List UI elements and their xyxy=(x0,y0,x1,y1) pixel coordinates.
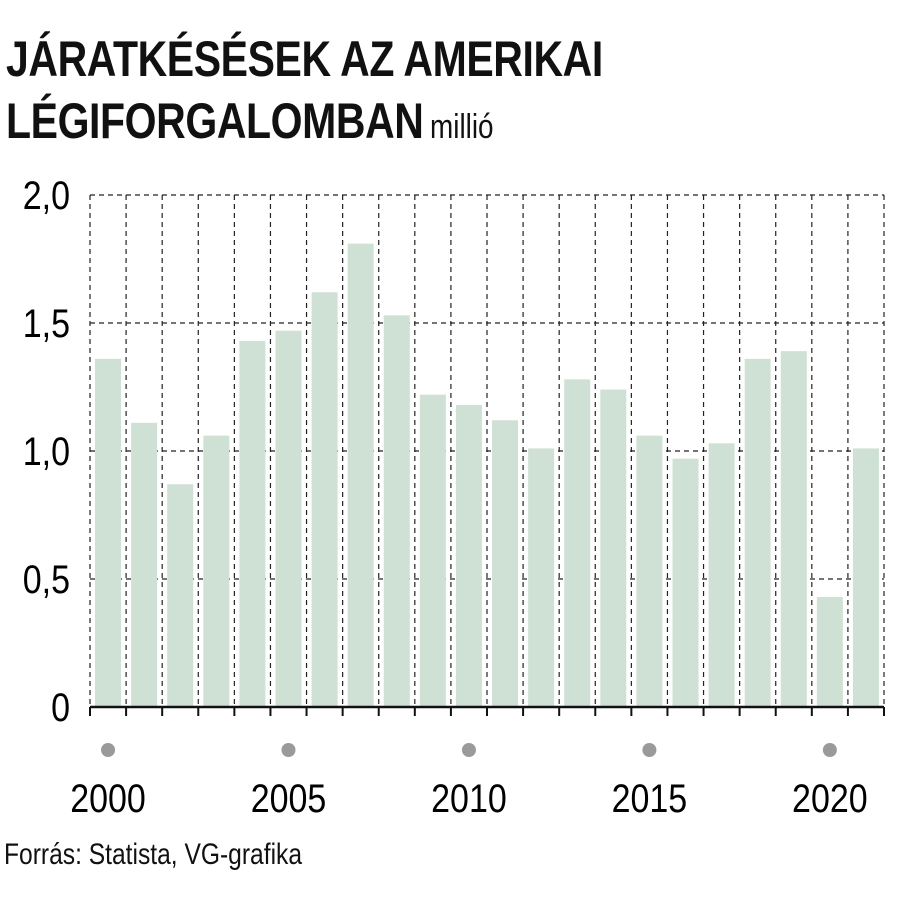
bar-2012 xyxy=(528,448,555,707)
bar-2004 xyxy=(239,340,266,707)
year-marker-2000 xyxy=(101,743,116,757)
title-line-2: LÉGIFORGALOMBAN millió xyxy=(6,90,736,158)
y-tick-label: 0 xyxy=(51,684,70,729)
y-tick-label: 2,0 xyxy=(23,172,70,217)
source-note: Forrás: Statista, VG-grafika xyxy=(4,838,303,871)
x-tick-labels: 2000 2005 2010 2015 2020 xyxy=(70,743,868,821)
bar-2005 xyxy=(275,330,302,707)
bar-2009 xyxy=(419,394,446,707)
bar-2006 xyxy=(311,292,338,707)
bars xyxy=(95,243,879,707)
bar-2000 xyxy=(95,358,122,707)
x-tick-label: 2015 xyxy=(612,775,688,820)
y-tick-label: 1,5 xyxy=(23,300,70,345)
chart-title: JÁRATKÉSÉSEK AZ AMERIKAI LÉGIFORGALOMBAN… xyxy=(6,28,896,158)
bar-2008 xyxy=(383,315,410,707)
year-marker-2005 xyxy=(281,743,296,757)
bar-2013 xyxy=(564,379,591,707)
bar-2019 xyxy=(780,351,807,707)
y-tick-labels: 0 0,5 1,0 1,5 2,0 xyxy=(23,172,70,729)
bar-2018 xyxy=(744,358,771,707)
x-tick-label: 2020 xyxy=(792,775,868,820)
bar-2011 xyxy=(492,420,519,707)
bar-2015 xyxy=(636,435,663,707)
bar-2003 xyxy=(203,435,230,707)
bar-2014 xyxy=(600,389,627,707)
bar-2017 xyxy=(708,443,735,707)
bar-2007 xyxy=(347,243,374,707)
title-line-1: JÁRATKÉSÉSEK AZ AMERIKAI xyxy=(6,31,603,87)
bar-2001 xyxy=(131,422,158,707)
x-tick-label: 2000 xyxy=(70,775,146,820)
year-marker-2015 xyxy=(642,743,657,757)
y-tick-label: 1,0 xyxy=(23,428,70,473)
year-marker-2020 xyxy=(822,743,837,757)
axes xyxy=(89,705,885,716)
unit-label: millió xyxy=(430,108,494,146)
bar-2021 xyxy=(852,448,879,707)
bar-2016 xyxy=(672,458,699,707)
x-tick-label: 2005 xyxy=(251,775,327,820)
title-line-2-text: LÉGIFORGALOMBAN xyxy=(6,93,424,149)
bar-2020 xyxy=(816,596,843,707)
year-marker-2010 xyxy=(461,743,476,757)
y-tick-label: 0,5 xyxy=(23,556,70,601)
bar-2002 xyxy=(167,484,194,707)
bar-2010 xyxy=(455,404,482,707)
x-tick-label: 2010 xyxy=(431,775,507,820)
